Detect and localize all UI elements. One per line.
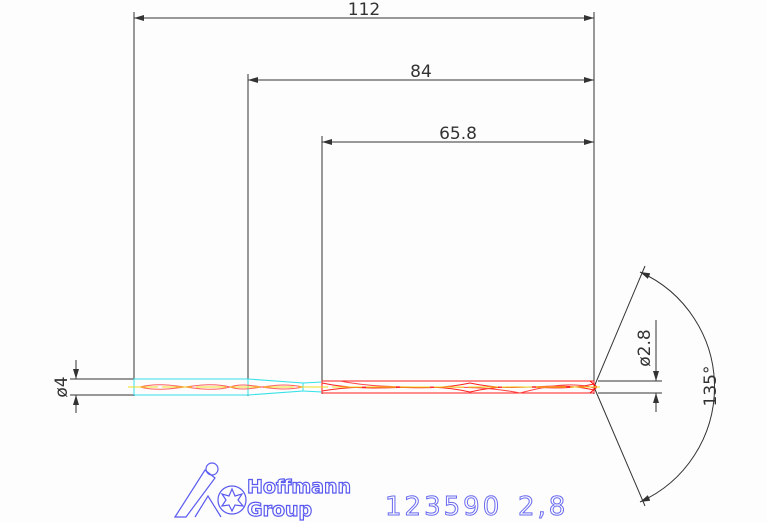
logo-text-line2: Group <box>247 499 312 521</box>
part-number: 123590 <box>385 492 502 522</box>
dim-dia2-8 <box>598 320 662 412</box>
dim-84-label: 84 <box>410 62 432 82</box>
hoffmann-logo <box>173 462 247 518</box>
part-size: 2,8 <box>518 492 568 522</box>
extension-lines <box>133 12 595 396</box>
dim-lines <box>134 15 594 145</box>
dim-dia4-label: ø4 <box>52 376 72 397</box>
dim-angle <box>593 265 715 507</box>
logo-text-line1: Hoffmann <box>247 476 351 498</box>
drill <box>128 378 600 396</box>
dim-angle-label: 135° <box>701 366 721 407</box>
dim-112-label: 112 <box>348 0 380 20</box>
dim-dia2-8-label: ø2.8 <box>635 329 655 366</box>
dim-65-8-label: 65.8 <box>439 124 477 144</box>
dim-dia4 <box>70 360 134 413</box>
